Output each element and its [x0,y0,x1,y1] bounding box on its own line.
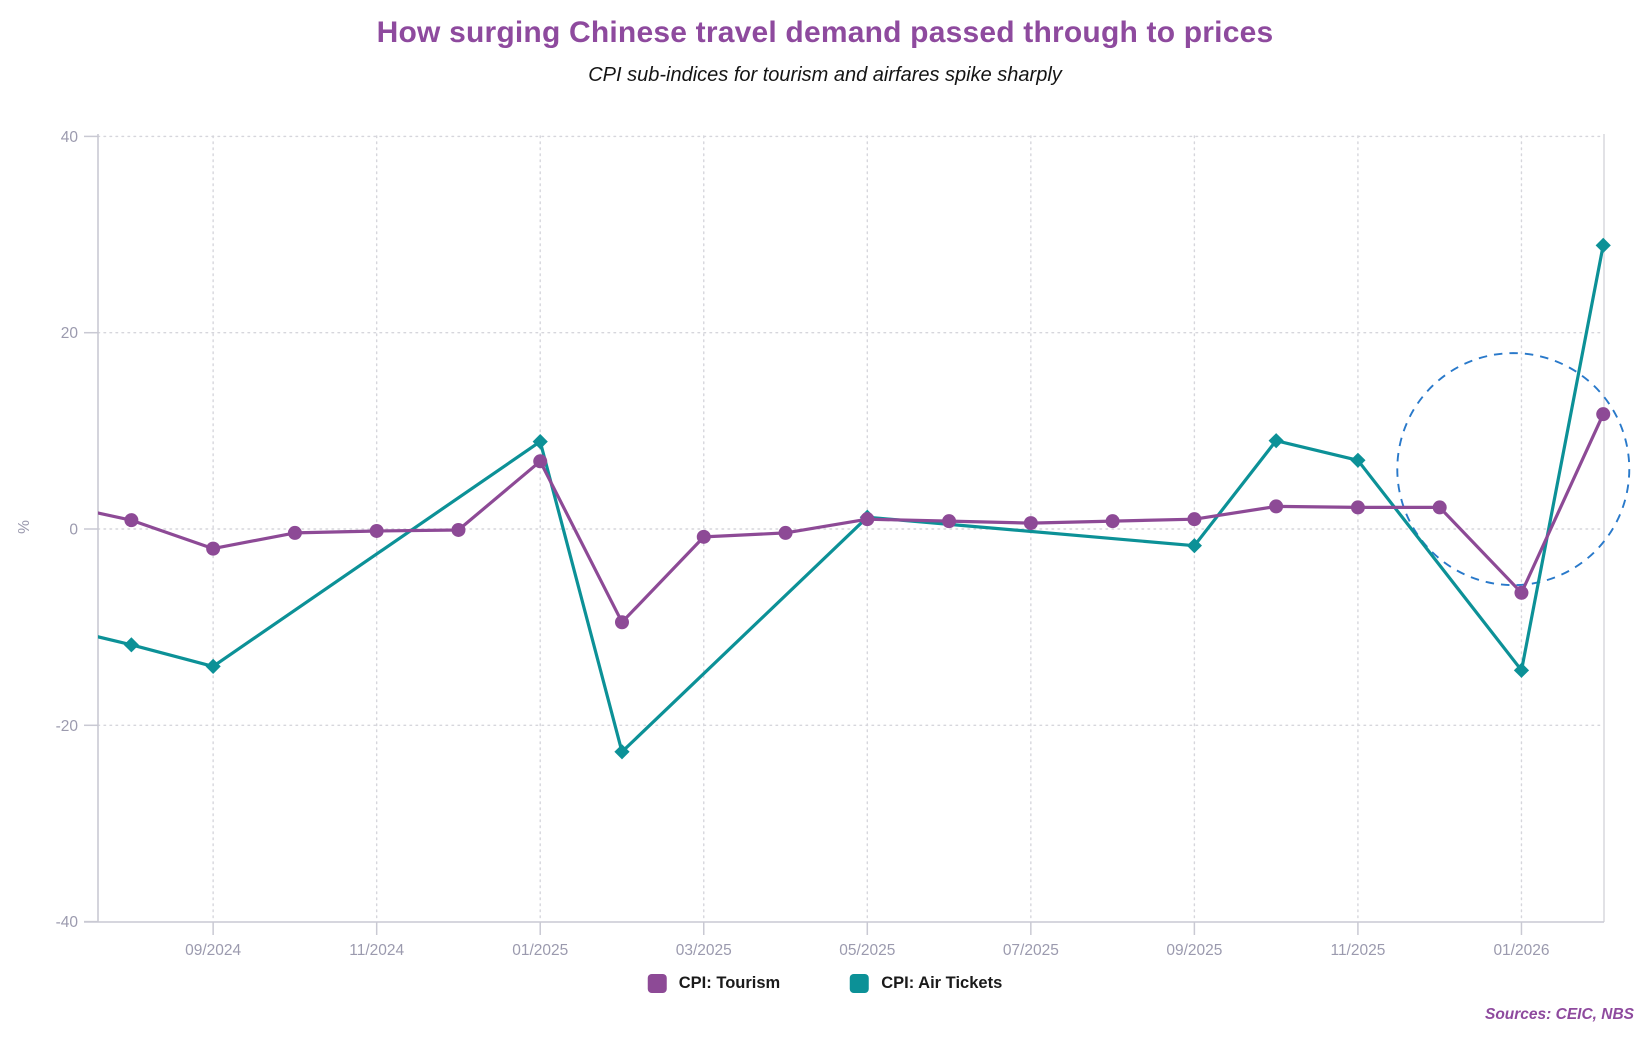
legend-item-cpi-air-tickets: CPI: Air Tickets [850,974,1002,993]
cpi-air-tickets-marker [532,434,548,450]
y-tick-label: -40 [56,914,79,931]
cpi-air-tickets-marker [1268,433,1284,449]
y-axis-title: % [16,520,33,534]
cpi-tourism-marker [451,522,466,537]
cpi-tourism-marker [1596,407,1611,422]
cpi-air-tickets-marker [123,637,139,653]
cpi-tourism-line [98,413,1605,624]
legend-item-cpi-tourism: CPI: Tourism [647,974,781,993]
cpi-tourism-marker [1514,585,1529,600]
y-tick-label: 20 [61,325,79,342]
cpi-air-tickets-marker [1595,237,1611,253]
cpi-air-tickets-marker [1186,538,1202,554]
source-note: Sources: CEIC, NBS [1484,1006,1634,1023]
chart-legend: CPI: Tourism CPI: Air Tickets [647,974,1002,993]
legend-swatch-cpi-air-tickets [850,974,870,993]
x-tick-label: 07/2025 [1003,942,1059,959]
cpi-tourism-marker [1187,512,1202,527]
x-tick-label: 09/2025 [1166,942,1222,959]
x-tick-label: 01/2025 [512,942,568,959]
cpi-tourism-marker [533,454,548,469]
cpi-tourism-marker [1350,500,1365,515]
cpi-tourism-marker [206,541,221,556]
x-tick-label: 11/2024 [349,942,404,959]
cpi-air-tickets-marker [1350,452,1366,468]
cpi-tourism-marker [124,513,139,528]
y-tick-label: 0 [69,522,78,539]
y-tick-label: -20 [56,718,79,735]
cpi-tourism-marker [942,514,957,529]
cpi-tourism-marker [1105,514,1120,529]
annotation-dashed-circle [1396,352,1631,587]
x-tick-label: 01/2026 [1493,942,1549,959]
cpi-tourism-marker [614,615,629,630]
cpi-tourism-marker [1269,499,1284,514]
chart-subtitle: CPI sub-indices for tourism and airfares… [588,64,1062,86]
cpi-tourism-marker [696,529,711,544]
cpi-tourism-marker [1432,500,1447,515]
cpi-air-tickets-marker [614,744,630,760]
cpi-air-tickets-line [98,244,1605,754]
x-tick-label: 09/2024 [185,942,241,959]
y-tick-label: 40 [61,129,79,146]
cpi-air-tickets-marker [205,658,221,675]
cpi-tourism-marker [1023,516,1038,531]
legend-label-cpi-air-tickets: CPI: Air Tickets [881,974,1003,992]
cpi-tourism-marker [287,525,302,540]
x-tick-label: 03/2025 [676,942,732,959]
x-tick-label: 11/2025 [1330,942,1385,959]
cpi-tourism-marker [778,525,793,540]
cpi-tourism-marker [860,512,875,527]
cpi-tourism-marker [369,523,384,538]
legend-label-cpi-tourism: CPI: Tourism [678,974,781,992]
legend-swatch-cpi-tourism [647,974,667,993]
cpi-air-tickets-marker [1513,662,1530,678]
x-tick-label: 05/2025 [839,942,895,959]
chart-title: How surging Chinese travel demand passed… [376,16,1274,49]
